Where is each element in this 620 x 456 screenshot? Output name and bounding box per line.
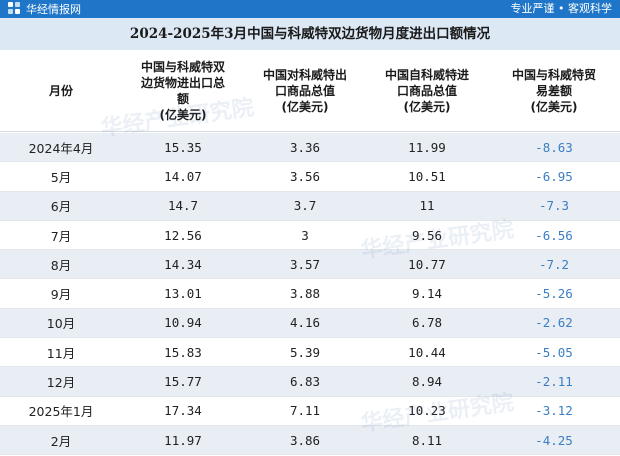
cell-month: 7月 <box>50 228 72 244</box>
table-row: 2024年4月 15.35 3.36 11.99 -8.63 <box>0 133 620 163</box>
cell-month: 2025年1月 <box>28 404 94 420</box>
cell-export: 3.7 <box>293 198 317 214</box>
cell-export: 4.16 <box>289 315 321 331</box>
table-row: 5月 14.07 3.56 10.51 -6.95 <box>0 162 620 192</box>
cell-import: 10.51 <box>408 168 446 184</box>
table-row: 11月 15.83 5.39 10.44 -5.05 <box>0 338 620 368</box>
cell-total: 11.97 <box>164 432 202 448</box>
table-row: 6月 14.7 3.7 11 -7.3 <box>0 191 620 221</box>
column-header-total: 中国与科威特双 边货物进出口总 额 (亿美元) <box>140 60 225 122</box>
cell-import: 6.78 <box>411 315 443 331</box>
cell-total: 10.94 <box>164 315 202 331</box>
cell-import: 8.11 <box>411 432 443 448</box>
cell-import: 9.56 <box>411 227 443 243</box>
column-header-export: 中国对科威特出 口商品总值 (亿美元) <box>262 68 347 114</box>
cell-export: 3.57 <box>289 256 321 272</box>
table-row: 8月 14.34 3.57 10.77 -7.2 <box>0 250 620 280</box>
cell-import: 11 <box>419 198 435 214</box>
table-body: 2024年4月 15.35 3.36 11.99 -8.63 5月 14.07 3.56 10.… <box>0 133 620 456</box>
cell-export: 3.86 <box>289 432 321 448</box>
column-header-balance: 中国与科威特贸 易差额 (亿美元) <box>511 68 596 114</box>
cell-balance: -6.56 <box>535 227 573 243</box>
brand-logo-icon <box>8 2 22 16</box>
cell-total: 14.07 <box>164 168 202 184</box>
cell-month: 12月 <box>46 375 76 391</box>
cell-import: 10.77 <box>408 256 446 272</box>
table-row: 7月 12.56 3 9.56 -6.56 <box>0 220 620 251</box>
cell-total: 15.77 <box>164 374 202 390</box>
brand-name: 华经情报网 <box>26 3 81 16</box>
cell-balance: -3.12 <box>535 403 573 419</box>
table-row: 12月 15.77 6.83 8.94 -2.11 <box>0 367 620 397</box>
cell-month: 9月 <box>50 287 72 303</box>
cell-total: 14.7 <box>167 198 199 214</box>
cell-export: 3 <box>301 227 309 243</box>
table-header: 月份 中国与科威特双 边货物进出口总 额 (亿美元) 中国对科威特出 口商品总值… <box>0 50 620 132</box>
cell-export: 3.88 <box>289 286 321 302</box>
cell-import: 9.14 <box>411 286 443 302</box>
cell-import: 10.44 <box>408 344 446 360</box>
cell-balance: -7.2 <box>538 256 570 272</box>
cell-import: 11.99 <box>408 139 446 155</box>
cell-balance: -4.25 <box>535 432 573 448</box>
cell-export: 3.36 <box>289 139 321 155</box>
cell-month: 2024年4月 <box>28 140 94 156</box>
brand: 华经情报网 <box>8 1 81 17</box>
top-brand-bar: 华经情报网 专业严谨 • 客观科学 <box>0 0 620 18</box>
cell-import: 10.23 <box>408 403 446 419</box>
column-header-month: 月份 <box>48 84 73 98</box>
cell-month: 5月 <box>50 169 72 185</box>
cell-balance: -2.11 <box>535 374 573 390</box>
cell-balance: -2.62 <box>535 315 573 331</box>
cell-import: 8.94 <box>411 374 443 390</box>
cell-balance: -5.05 <box>535 344 573 360</box>
cell-export: 7.11 <box>289 403 321 419</box>
cell-export: 3.56 <box>289 168 321 184</box>
column-header-import: 中国自科威特进 口商品总值 (亿美元) <box>384 68 469 114</box>
cell-month: 10月 <box>46 316 76 332</box>
table-row: 2月 11.97 3.86 8.11 -4.25 <box>0 425 620 456</box>
cell-export: 5.39 <box>289 344 321 360</box>
cell-total: 15.35 <box>164 139 202 155</box>
table-row: 9月 13.01 3.88 9.14 -5.26 <box>0 279 620 309</box>
table-row: 10月 10.94 4.16 6.78 -2.62 <box>0 308 620 339</box>
cell-total: 17.34 <box>164 403 202 419</box>
brand-slogan: 专业严谨 • 客观科学 <box>510 2 612 15</box>
table-row: 2025年1月 17.34 7.11 10.23 -3.12 <box>0 396 620 426</box>
cell-balance: -7.3 <box>538 198 570 214</box>
cell-month: 2月 <box>50 433 72 449</box>
cell-month: 6月 <box>50 199 72 215</box>
cell-balance: -5.26 <box>535 286 573 302</box>
cell-total: 12.56 <box>164 227 202 243</box>
cell-total: 15.83 <box>164 344 202 360</box>
cell-total: 14.34 <box>164 256 202 272</box>
cell-export: 6.83 <box>289 374 321 390</box>
cell-total: 13.01 <box>164 286 202 302</box>
cell-month: 11月 <box>46 345 76 361</box>
cell-month: 8月 <box>50 257 72 273</box>
cell-balance: -8.63 <box>535 139 573 155</box>
cell-balance: -6.95 <box>535 168 573 184</box>
table-title: 2024-2025年3月中国与科威特双边货物月度进出口额情况 <box>0 18 620 50</box>
